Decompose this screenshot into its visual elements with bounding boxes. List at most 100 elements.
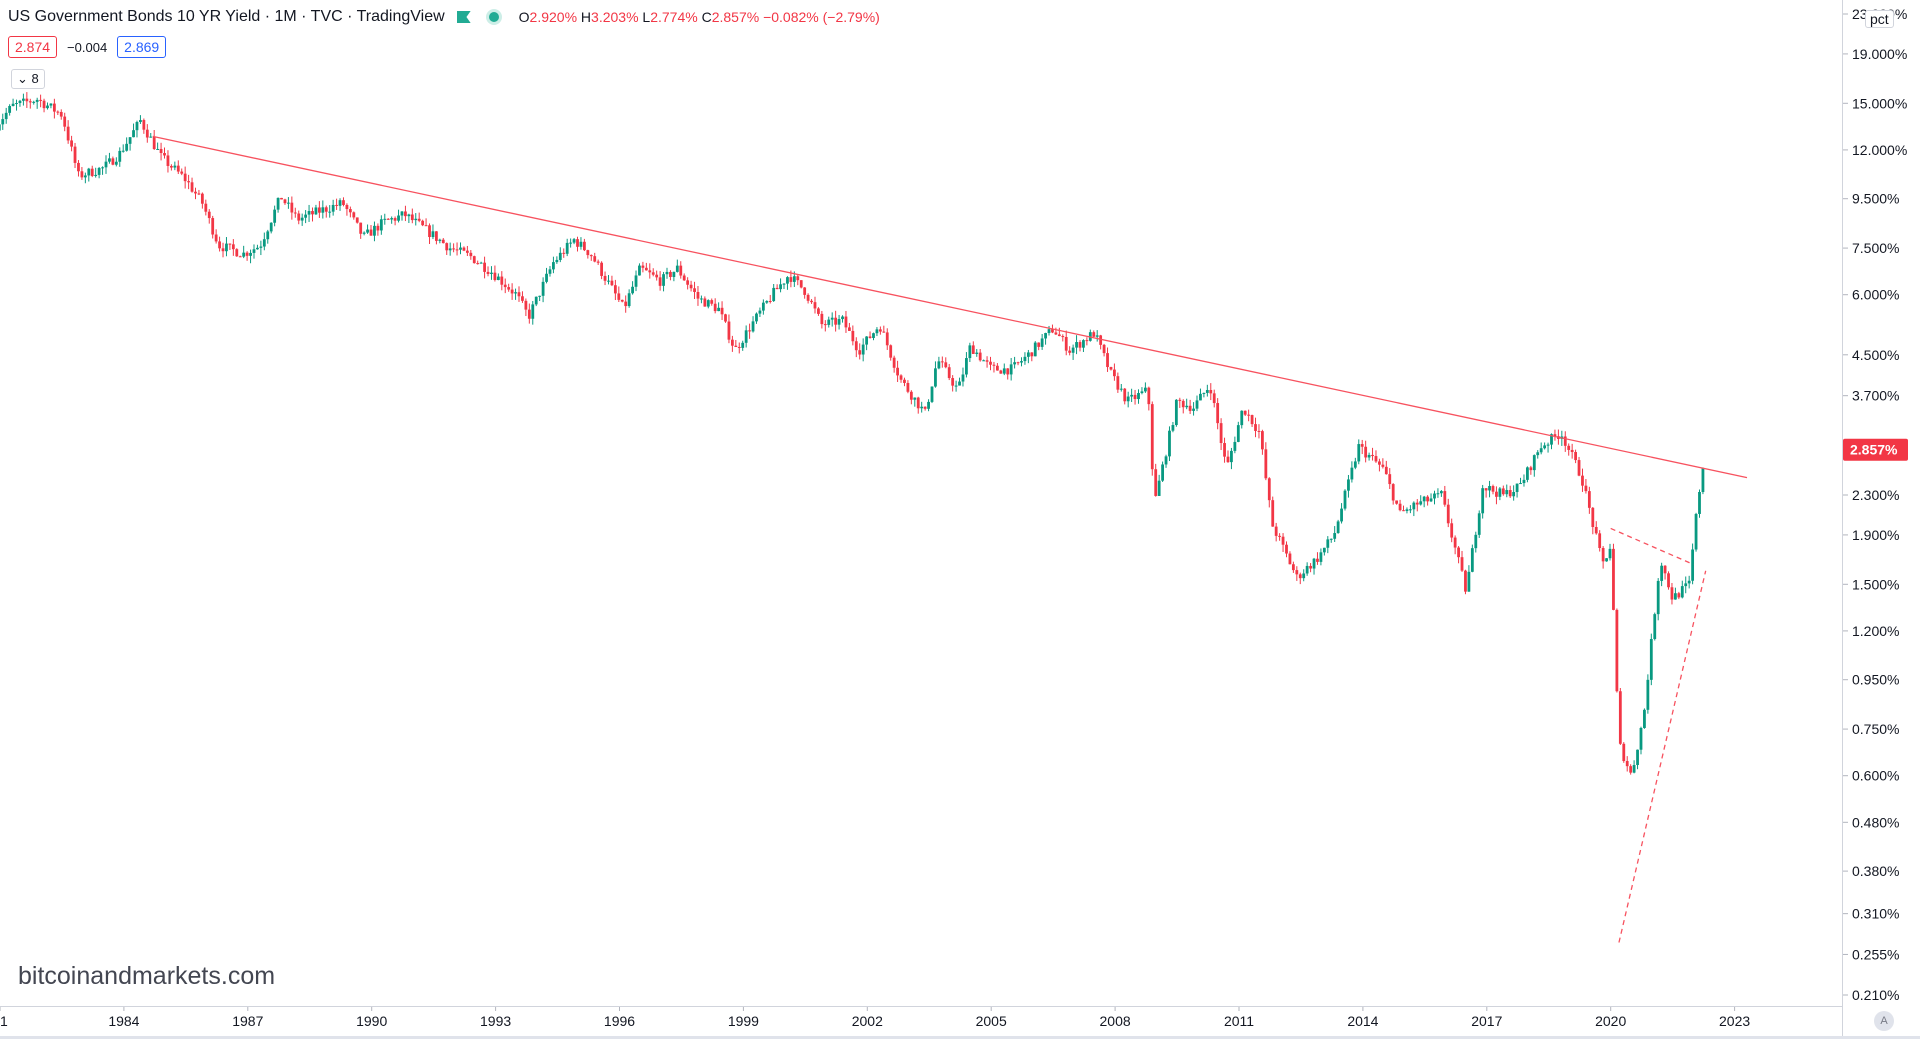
candle (1481, 484, 1485, 519)
candle (245, 251, 249, 261)
trendline[interactable] (1618, 570, 1707, 943)
candle (971, 341, 975, 354)
candle (80, 167, 84, 180)
price-axis-separator (1842, 0, 1843, 1039)
candle (1656, 578, 1660, 621)
candle (469, 250, 473, 260)
candle (173, 161, 177, 171)
candle (1450, 518, 1454, 543)
candle (930, 386, 934, 404)
candle (242, 245, 246, 259)
candle (1608, 543, 1612, 561)
candle (758, 307, 762, 318)
candle (1274, 522, 1278, 542)
candle (1085, 337, 1089, 346)
candle (527, 303, 531, 324)
candle (603, 271, 607, 286)
candle (259, 240, 263, 256)
watermark: bitcoinandmarkets.com (18, 962, 276, 990)
candle (121, 144, 125, 153)
price-axis[interactable]: 23.000%19.000%15.000%12.000%9.500%7.500%… (1842, 6, 1908, 1003)
candle (1216, 398, 1220, 430)
candle (114, 157, 118, 167)
candle (314, 204, 318, 215)
candle (1536, 450, 1540, 459)
candle (459, 242, 462, 255)
candle (1470, 544, 1474, 573)
candle (1460, 550, 1464, 572)
indicators-collapse-button[interactable]: ⌄ 8 (11, 69, 45, 89)
flag-icon[interactable] (456, 11, 471, 23)
candle (321, 200, 325, 219)
candle (1591, 506, 1595, 535)
candle (720, 301, 724, 320)
buy-price[interactable]: 2.869 (117, 36, 167, 58)
candle (163, 147, 166, 159)
candle (1584, 479, 1588, 494)
candle (125, 137, 129, 152)
candle (517, 286, 521, 302)
candle (806, 293, 810, 304)
candle (1271, 496, 1275, 527)
last-price-tag (1843, 438, 1908, 461)
candle (541, 277, 545, 303)
candle (1484, 488, 1488, 498)
last-price-label: 2.857% (1850, 442, 1898, 458)
candle (1598, 530, 1602, 552)
x-tick-label: 2023 (1719, 1013, 1750, 1029)
candle (651, 268, 655, 277)
candle (273, 205, 277, 227)
candle (42, 98, 46, 113)
candle (1453, 535, 1457, 555)
auto-scale-icon[interactable]: A (1874, 1011, 1894, 1031)
candle (15, 99, 18, 111)
symbol-title[interactable]: US Government Bonds 10 YR Yield · 1M · T… (8, 8, 445, 25)
sell-price[interactable]: 2.874 (8, 36, 58, 58)
candle (1236, 421, 1240, 443)
candle (207, 209, 211, 224)
candle (1405, 507, 1409, 514)
candle (968, 342, 972, 363)
candle (500, 271, 504, 291)
candle (300, 213, 304, 226)
candle (1422, 495, 1426, 508)
candle (617, 286, 621, 303)
y-tick-label: 6.000% (1852, 287, 1899, 303)
candle (693, 281, 696, 300)
y-tick-label: 0.950% (1852, 672, 1899, 688)
candle (1519, 477, 1522, 485)
candle (686, 277, 690, 290)
candle (1508, 485, 1512, 498)
candle (909, 390, 913, 405)
candle (407, 213, 411, 223)
y-tick-label: 2.300% (1852, 487, 1899, 503)
trendline[interactable] (1610, 527, 1694, 565)
candle (445, 242, 449, 255)
candle (558, 247, 562, 263)
candle (1577, 456, 1581, 477)
scale-unit-label[interactable]: pct (1865, 10, 1894, 28)
candle (1446, 498, 1450, 528)
y-tick-label: 0.480% (1852, 814, 1899, 830)
candle (1261, 429, 1264, 455)
trendline[interactable] (152, 135, 1748, 479)
candle (978, 349, 982, 362)
candle (256, 244, 259, 250)
candle (841, 315, 844, 323)
candle (854, 337, 858, 358)
candle (1477, 510, 1481, 538)
candle (927, 399, 930, 412)
candle (913, 397, 917, 407)
candle (1102, 343, 1106, 357)
candle (1009, 357, 1013, 381)
candle (1088, 329, 1092, 342)
time-axis[interactable]: 81 1984 1987 1990 1993 1996 1999 2002 2005 2008 20… (0, 1006, 1750, 1029)
candle (283, 198, 287, 205)
candle (552, 256, 555, 274)
candle (149, 133, 153, 138)
candle (77, 160, 80, 177)
candle (872, 332, 875, 341)
candle (1161, 461, 1164, 483)
candle (1467, 565, 1471, 592)
